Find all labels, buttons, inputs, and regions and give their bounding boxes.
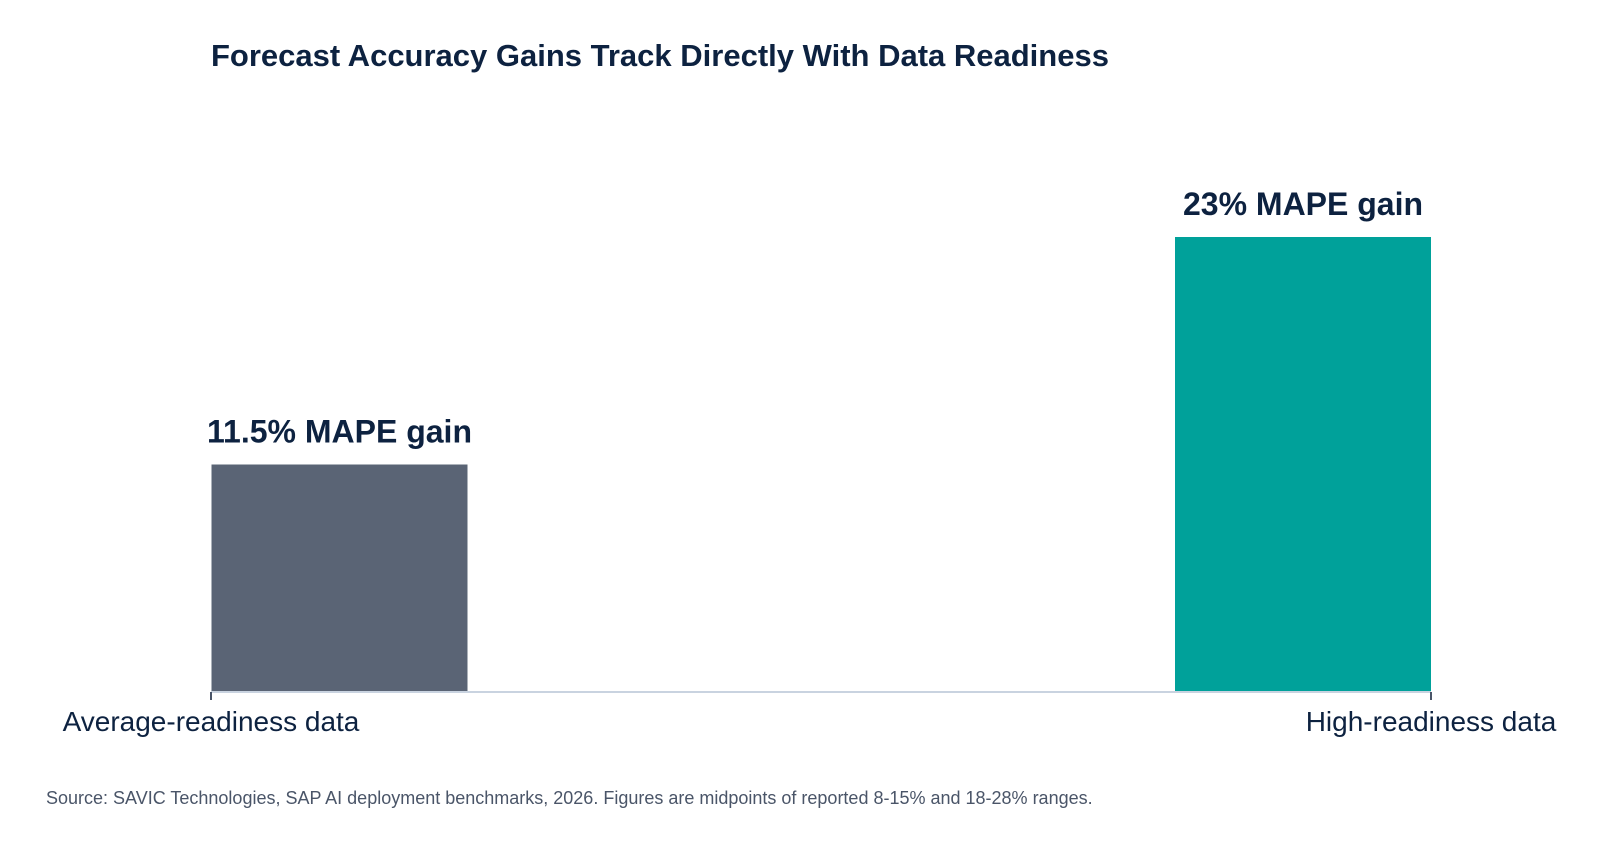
source-note: Source: SAVIC Technologies, SAP AI deplo… [46, 788, 1093, 808]
bars-layer [211, 237, 1431, 692]
bar-2 [1175, 237, 1431, 692]
data-label-1: 11.5% MAPE gain [207, 414, 472, 450]
data-label-2: 23% MAPE gain [1183, 186, 1423, 222]
x-axis: Average-readiness data High-readiness dat… [63, 691, 1557, 737]
x-tick-label-1: Average-readiness data [63, 706, 360, 737]
bar-1 [211, 464, 468, 692]
x-tick-label-2: High-readiness data [1306, 706, 1557, 737]
data-labels-layer: 11.5% MAPE gain 23% MAPE gain [207, 186, 1423, 450]
chart-title: Forecast Accuracy Gains Track Directly W… [211, 38, 1109, 73]
